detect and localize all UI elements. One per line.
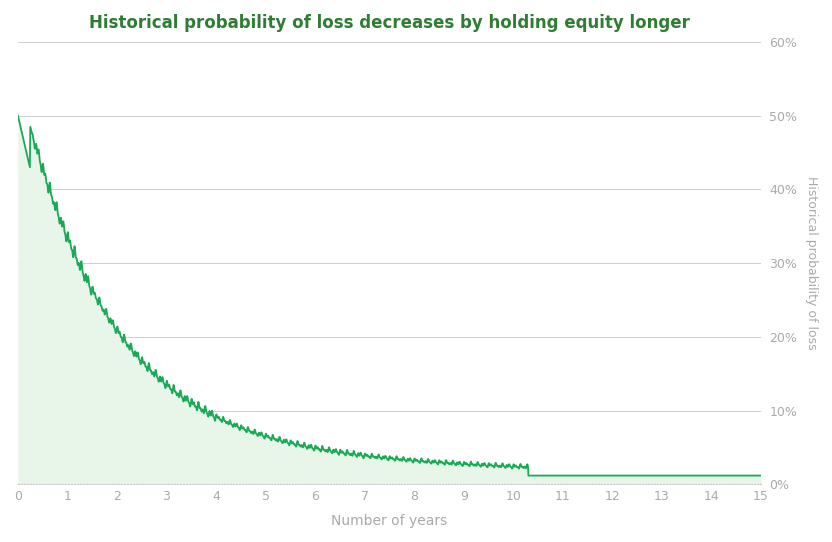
X-axis label: Number of years: Number of years — [331, 514, 448, 528]
Title: Historical probability of loss decreases by holding equity longer: Historical probability of loss decreases… — [89, 14, 690, 32]
Y-axis label: Historical probability of loss: Historical probability of loss — [805, 176, 818, 350]
